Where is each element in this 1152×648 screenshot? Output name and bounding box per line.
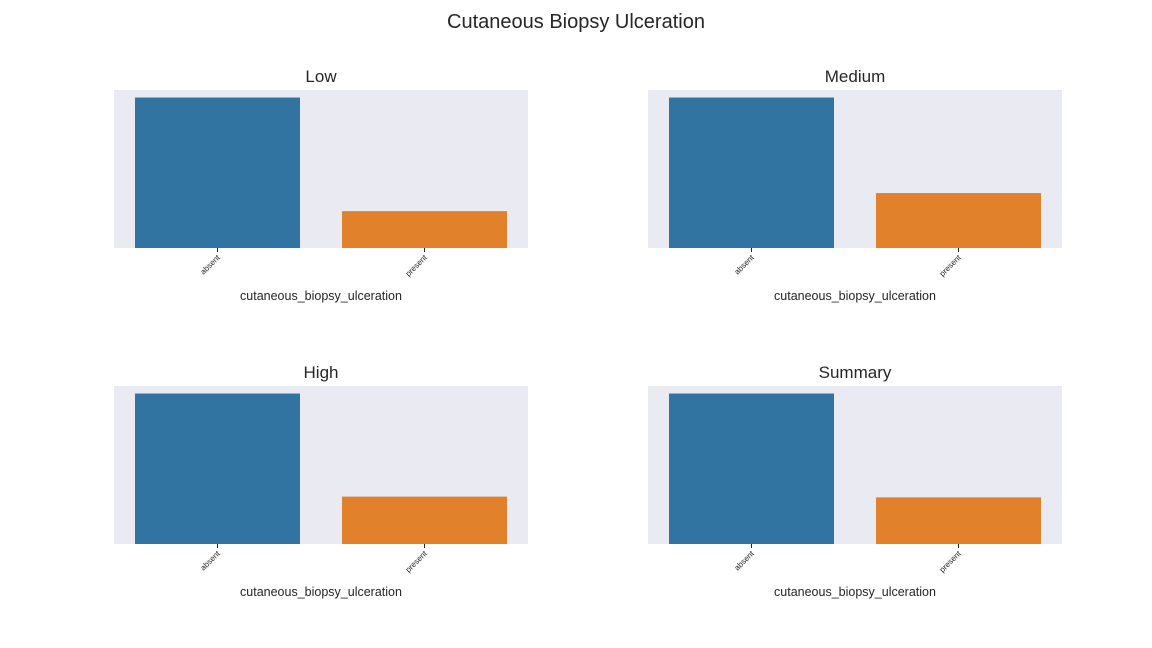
x-tick-label: present bbox=[938, 549, 964, 575]
x-tick-label: absent bbox=[199, 549, 223, 573]
x-tick-label: absent bbox=[733, 549, 757, 573]
x-axis-label: cutaneous_biopsy_ulceration bbox=[774, 289, 936, 303]
figure-title: Cutaneous Biopsy Ulceration bbox=[447, 11, 705, 33]
bar-present bbox=[876, 497, 1041, 544]
bar-plot: absent present bbox=[648, 386, 1062, 575]
bar-plot: absent present bbox=[648, 90, 1062, 279]
bar-absent bbox=[135, 393, 300, 544]
chart-panel-summary: Summary absent present cutaneous_biopsy_u… bbox=[648, 363, 1062, 606]
chart-panel-medium: Medium absent present cutaneous_biopsy_ul… bbox=[648, 67, 1062, 310]
panel-title: Summary bbox=[818, 363, 892, 382]
bar-plot: absent present bbox=[114, 386, 528, 575]
panel-title: Low bbox=[305, 67, 337, 86]
bar-present bbox=[342, 496, 507, 544]
x-tick-label: absent bbox=[199, 253, 223, 277]
chart-panel-low: Low absent present cutaneous_biopsy_ulcer… bbox=[114, 67, 528, 310]
bar-absent bbox=[669, 393, 834, 544]
bar-absent bbox=[135, 97, 300, 249]
x-axis-label: cutaneous_biopsy_ulceration bbox=[240, 289, 402, 303]
bar-present bbox=[342, 211, 507, 248]
panel-title: Medium bbox=[824, 67, 886, 86]
bar-plot: absent present bbox=[114, 90, 528, 279]
x-axis-label: cutaneous_biopsy_ulceration bbox=[774, 585, 936, 599]
bar-present bbox=[876, 193, 1041, 248]
x-tick-label: present bbox=[938, 253, 964, 279]
x-tick-label: present bbox=[404, 549, 430, 575]
chart-panel-high: High absent present cutaneous_biopsy_ulce… bbox=[114, 363, 528, 606]
x-tick-label: present bbox=[404, 253, 430, 279]
x-tick-label: absent bbox=[733, 253, 757, 277]
bar-absent bbox=[669, 97, 834, 249]
x-axis-label: cutaneous_biopsy_ulceration bbox=[240, 585, 402, 599]
panel-title: High bbox=[303, 363, 339, 382]
